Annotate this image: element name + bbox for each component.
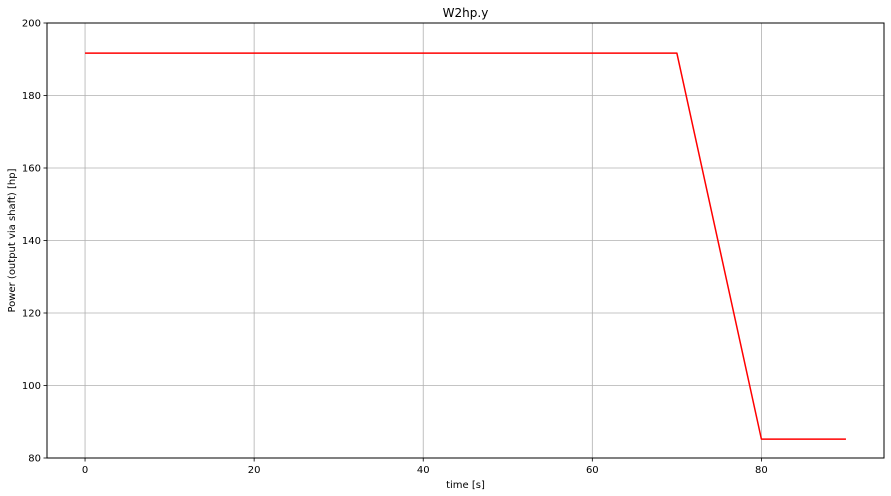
y-tick-label: 140	[22, 236, 41, 247]
y-tick-label: 100	[22, 381, 41, 392]
grid	[47, 22, 884, 459]
x-tick-label: 40	[417, 465, 430, 476]
y-tick-label: 160	[22, 164, 41, 175]
x-tick-label: 60	[586, 465, 599, 476]
y-tick-label: 200	[22, 19, 41, 30]
y-tick-label: 80	[28, 454, 41, 465]
y-tick-label: 120	[22, 309, 41, 320]
x-axis-label: time [s]	[446, 480, 485, 491]
series-layer	[85, 52, 846, 440]
y-axis-label: Power (output via shaft) [hp]	[7, 168, 18, 312]
x-tick-label: 0	[82, 465, 88, 476]
y-tick-label: 180	[22, 91, 41, 102]
x-tick-label: 80	[755, 465, 768, 476]
chart-title: W2hp.y	[443, 6, 489, 20]
series-line	[85, 52, 846, 440]
x-tick-label: 20	[248, 465, 261, 476]
ticks: 0 20 40 60 80 80 100 120 140 160 180 200	[22, 19, 768, 477]
